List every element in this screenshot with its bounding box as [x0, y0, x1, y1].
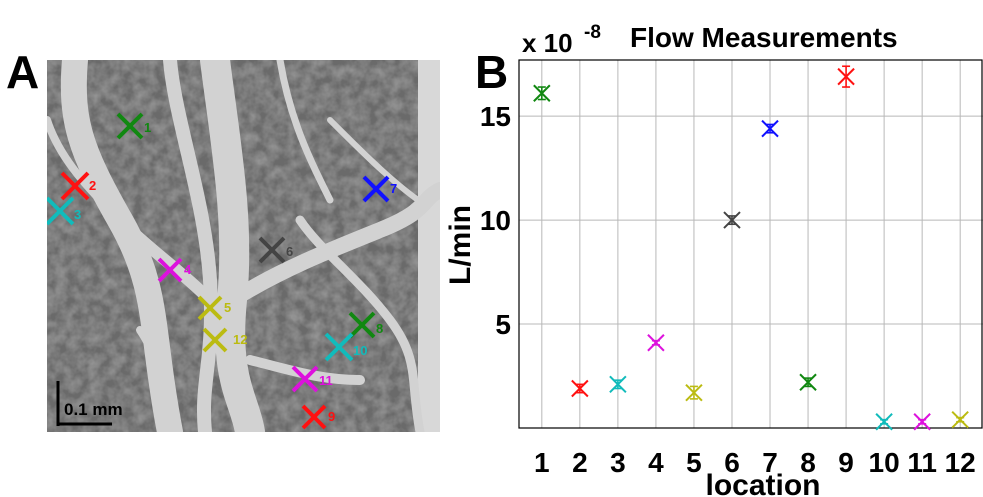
y-tick-label: 15	[480, 101, 511, 132]
image-marker-label: 4	[184, 262, 192, 277]
x-tick-label: 1	[534, 447, 550, 478]
marker-stroke	[913, 413, 931, 431]
data-point-3	[609, 375, 627, 394]
marker-stroke	[799, 373, 817, 391]
y-tick-label: 10	[480, 205, 511, 236]
y-tick-label: 5	[495, 309, 511, 340]
image-marker-label: 7	[390, 181, 397, 196]
data-point-10	[875, 413, 893, 431]
marker-stroke	[761, 119, 779, 138]
marker-stroke	[723, 211, 741, 229]
chart-title: Flow Measurements	[630, 22, 898, 53]
data-point-9	[837, 65, 855, 88]
x-tick-label: 11	[907, 447, 937, 478]
data-point-12	[951, 410, 969, 429]
data-point-11	[913, 413, 931, 431]
image-marker-2: 2	[60, 171, 96, 201]
scale-bar: 0.1 mm	[56, 381, 123, 426]
image-marker-9: 9	[301, 404, 335, 430]
x-tick-label: 5	[686, 447, 702, 478]
marker-stroke	[837, 67, 855, 86]
marker-stroke	[875, 413, 893, 431]
scale-bar-label: 0.1 mm	[64, 400, 123, 419]
x-tick-label: 3	[610, 447, 626, 478]
x-tick-label: 4	[648, 447, 664, 478]
image-marker-label: 8	[376, 321, 383, 336]
plot-frame	[518, 59, 983, 429]
data-point-8	[799, 373, 817, 391]
data-point-5	[685, 383, 703, 402]
marker-stroke	[647, 334, 665, 352]
data-point-2	[571, 379, 589, 398]
image-marker-6: 6	[258, 236, 293, 264]
x-tick-label: 10	[869, 447, 900, 478]
y-axis-label: L/min	[444, 205, 477, 285]
image-marker-label: 11	[319, 373, 333, 388]
image-marker-label: 1	[144, 120, 151, 135]
marker-stroke	[571, 379, 589, 398]
panel-a-letter: A	[6, 46, 39, 98]
image-marker-10: 10	[324, 332, 367, 362]
image-marker-4: 4	[157, 257, 192, 283]
marker-stroke	[685, 383, 703, 402]
data-point-6	[723, 211, 741, 229]
image-marker-label: 9	[328, 409, 335, 424]
x-axis-label: location	[705, 469, 820, 497]
image-marker-1: 1	[116, 112, 151, 140]
image-marker-label: 5	[224, 300, 231, 315]
x-tick-label: 2	[572, 447, 588, 478]
x-tick-label: 9	[838, 447, 854, 478]
panel-b-letter: B	[475, 46, 508, 98]
image-marker-3: 3	[47, 196, 81, 226]
image-marker-5: 5	[197, 295, 231, 321]
marker-stroke	[951, 410, 969, 429]
data-point-1	[533, 84, 551, 102]
image-marker-label: 2	[89, 178, 96, 193]
image-marker-7: 7	[362, 175, 397, 203]
y-multiplier-exponent: -8	[584, 22, 601, 43]
marker-stroke	[609, 375, 627, 394]
x-tick-label: 8	[800, 447, 816, 478]
data-point-7	[761, 119, 779, 138]
image-marker-label: 10	[353, 343, 367, 358]
image-marker-12: 12	[202, 327, 247, 353]
x-tick-label: 12	[945, 447, 976, 478]
image-marker-label: 3	[74, 207, 81, 222]
image-marker-label: 12	[233, 332, 247, 347]
y-multiplier: x 10	[522, 28, 573, 58]
marker-stroke	[533, 84, 551, 102]
image-marker-8: 8	[348, 311, 383, 339]
image-marker-11: 11	[291, 365, 333, 393]
data-point-4	[647, 334, 665, 352]
x-tick-label: 7	[762, 447, 778, 478]
image-marker-label: 6	[286, 244, 293, 259]
x-tick-label: 6	[724, 447, 740, 478]
